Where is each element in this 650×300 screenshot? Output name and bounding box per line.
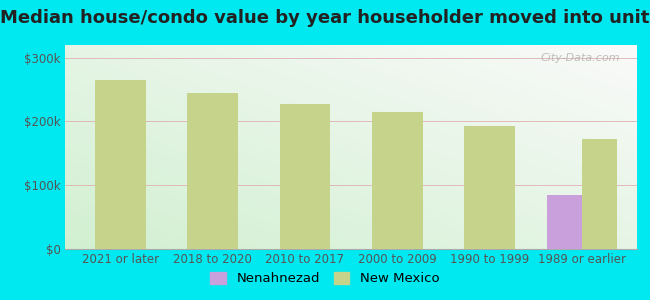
Legend: Nenahnezad, New Mexico: Nenahnezad, New Mexico bbox=[205, 266, 445, 290]
Bar bbox=[95, 80, 146, 249]
Bar bbox=[464, 126, 515, 249]
Text: Median house/condo value by year householder moved into unit: Median house/condo value by year househo… bbox=[0, 9, 650, 27]
Bar bbox=[187, 93, 238, 249]
Bar bbox=[280, 103, 330, 249]
Bar bbox=[582, 139, 617, 249]
Bar bbox=[372, 112, 422, 249]
Text: City-Data.com: City-Data.com bbox=[540, 53, 620, 63]
Bar bbox=[547, 195, 582, 249]
